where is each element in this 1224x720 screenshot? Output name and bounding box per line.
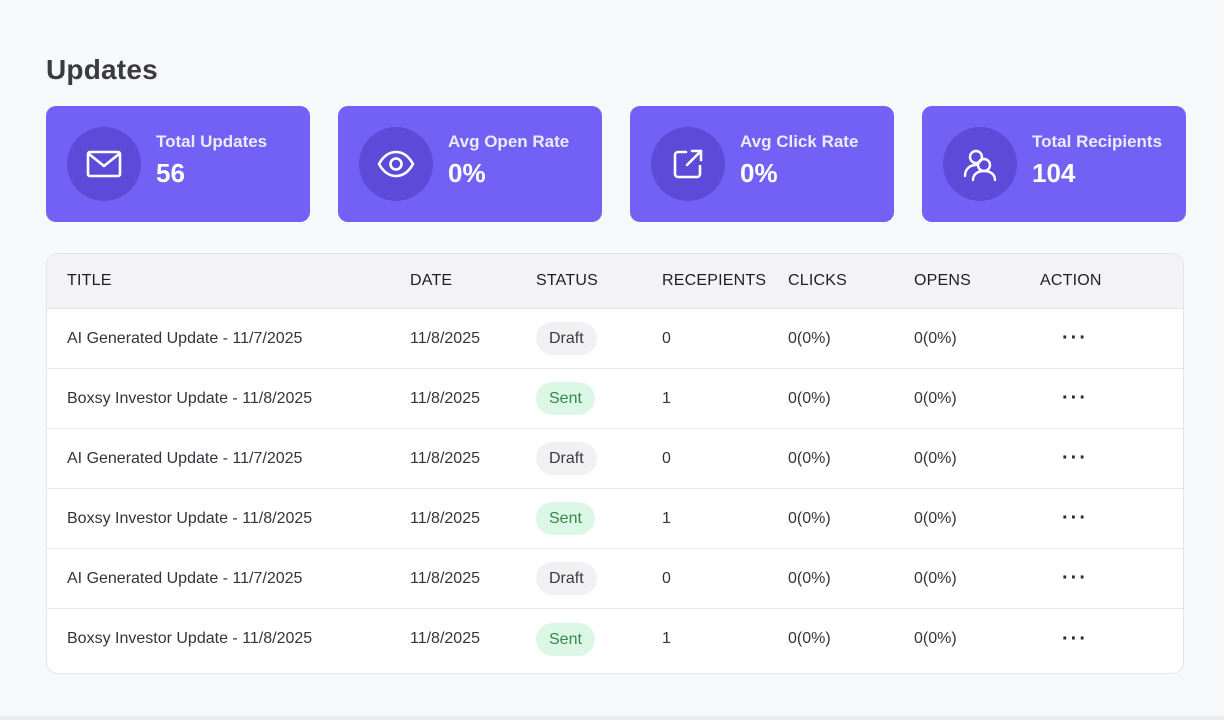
table-row[interactable]: AI Generated Update - 11/7/2025 11/8/202… xyxy=(47,429,1183,489)
row-date: 11/8/2025 xyxy=(410,630,480,647)
status-badge: Sent xyxy=(536,622,595,656)
eye-icon xyxy=(359,127,433,201)
page-title: Updates xyxy=(46,54,158,85)
stat-value: 56 xyxy=(156,157,185,188)
row-clicks: 0(0%) xyxy=(788,509,831,527)
more-actions-button[interactable]: ··· xyxy=(1062,447,1088,469)
stat-card-total-recipients: Total Recipients 104 xyxy=(922,106,1186,222)
stat-value: 104 xyxy=(1032,157,1076,188)
row-clicks: 0(0%) xyxy=(788,449,831,467)
row-recipients: 0 xyxy=(662,569,671,587)
row-clicks: 0(0%) xyxy=(788,569,831,587)
more-actions-button[interactable]: ··· xyxy=(1062,387,1088,409)
table-row[interactable]: Boxsy Investor Update - 11/8/2025 11/8/2… xyxy=(47,369,1183,429)
row-opens: 0(0%) xyxy=(914,630,957,647)
table-row[interactable]: AI Generated Update - 11/7/2025 11/8/202… xyxy=(47,309,1183,369)
stats-cards: Total Updates 56 Avg Open Rate 0% Avg Cl… xyxy=(46,106,1186,222)
header-status[interactable]: STATUS xyxy=(536,272,598,289)
updates-table: TITLE DATE STATUS RECEPIENTS CLICKS OPEN… xyxy=(46,253,1184,674)
status-badge: Draft xyxy=(536,322,597,355)
header-recipients[interactable]: RECEPIENTS xyxy=(662,272,767,289)
stat-label: Total Updates xyxy=(156,131,268,151)
row-title[interactable]: Boxsy Investor Update - 11/8/2025 xyxy=(67,630,313,647)
row-date: 11/8/2025 xyxy=(410,569,480,587)
row-date: 11/8/2025 xyxy=(410,509,480,527)
header-clicks[interactable]: CLICKS xyxy=(788,272,847,289)
row-title[interactable]: Boxsy Investor Update - 11/8/2025 xyxy=(67,389,313,407)
row-clicks: 0(0%) xyxy=(788,389,831,407)
row-recipients: 0 xyxy=(662,329,671,347)
more-actions-button[interactable]: ··· xyxy=(1062,567,1088,589)
bottom-divider xyxy=(0,716,1224,720)
row-title[interactable]: AI Generated Update - 11/7/2025 xyxy=(67,569,303,587)
row-opens: 0(0%) xyxy=(914,329,957,347)
more-actions-button[interactable]: ··· xyxy=(1062,507,1088,529)
header-opens[interactable]: OPENS xyxy=(914,272,972,289)
status-badge: Sent xyxy=(536,382,595,415)
row-clicks: 0(0%) xyxy=(788,630,831,647)
row-recipients: 1 xyxy=(662,509,671,527)
header-title[interactable]: TITLE xyxy=(67,272,112,289)
row-date: 11/8/2025 xyxy=(410,449,480,467)
external-link-icon xyxy=(651,127,725,201)
status-badge: Sent xyxy=(536,502,595,535)
table-header: TITLE DATE STATUS RECEPIENTS CLICKS OPEN… xyxy=(47,254,1183,309)
row-opens: 0(0%) xyxy=(914,449,957,467)
stat-card-total-updates: Total Updates 56 xyxy=(46,106,310,222)
row-opens: 0(0%) xyxy=(914,509,957,527)
header-date[interactable]: DATE xyxy=(410,272,453,289)
more-actions-button[interactable]: ··· xyxy=(1062,327,1088,349)
status-badge: Draft xyxy=(536,442,597,475)
stat-label: Total Recipients xyxy=(1032,131,1163,151)
row-date: 11/8/2025 xyxy=(410,329,480,347)
row-opens: 0(0%) xyxy=(914,569,957,587)
more-actions-button[interactable]: ··· xyxy=(1062,627,1088,650)
row-title[interactable]: Boxsy Investor Update - 11/8/2025 xyxy=(67,509,313,527)
row-recipients: 1 xyxy=(662,389,671,407)
mail-icon xyxy=(67,127,141,201)
stat-value: 0% xyxy=(448,157,486,188)
stat-card-avg-open-rate: Avg Open Rate 0% xyxy=(338,106,602,222)
row-title[interactable]: AI Generated Update - 11/7/2025 xyxy=(67,449,303,467)
stat-value: 0% xyxy=(740,157,778,188)
header-action: ACTION xyxy=(1040,272,1102,289)
table-row[interactable]: Boxsy Investor Update - 11/8/2025 11/8/2… xyxy=(47,609,1183,669)
stat-label: Avg Open Rate xyxy=(448,131,570,151)
users-icon xyxy=(943,127,1017,201)
status-badge: Draft xyxy=(536,562,597,595)
row-recipients: 1 xyxy=(662,630,671,647)
table-row[interactable]: AI Generated Update - 11/7/2025 11/8/202… xyxy=(47,549,1183,609)
table-row[interactable]: Boxsy Investor Update - 11/8/2025 11/8/2… xyxy=(47,489,1183,549)
row-opens: 0(0%) xyxy=(914,389,957,407)
row-title[interactable]: AI Generated Update - 11/7/2025 xyxy=(67,329,303,347)
row-date: 11/8/2025 xyxy=(410,389,480,407)
row-clicks: 0(0%) xyxy=(788,329,831,347)
stat-card-avg-click-rate: Avg Click Rate 0% xyxy=(630,106,894,222)
row-recipients: 0 xyxy=(662,449,671,467)
stat-label: Avg Click Rate xyxy=(740,131,859,151)
